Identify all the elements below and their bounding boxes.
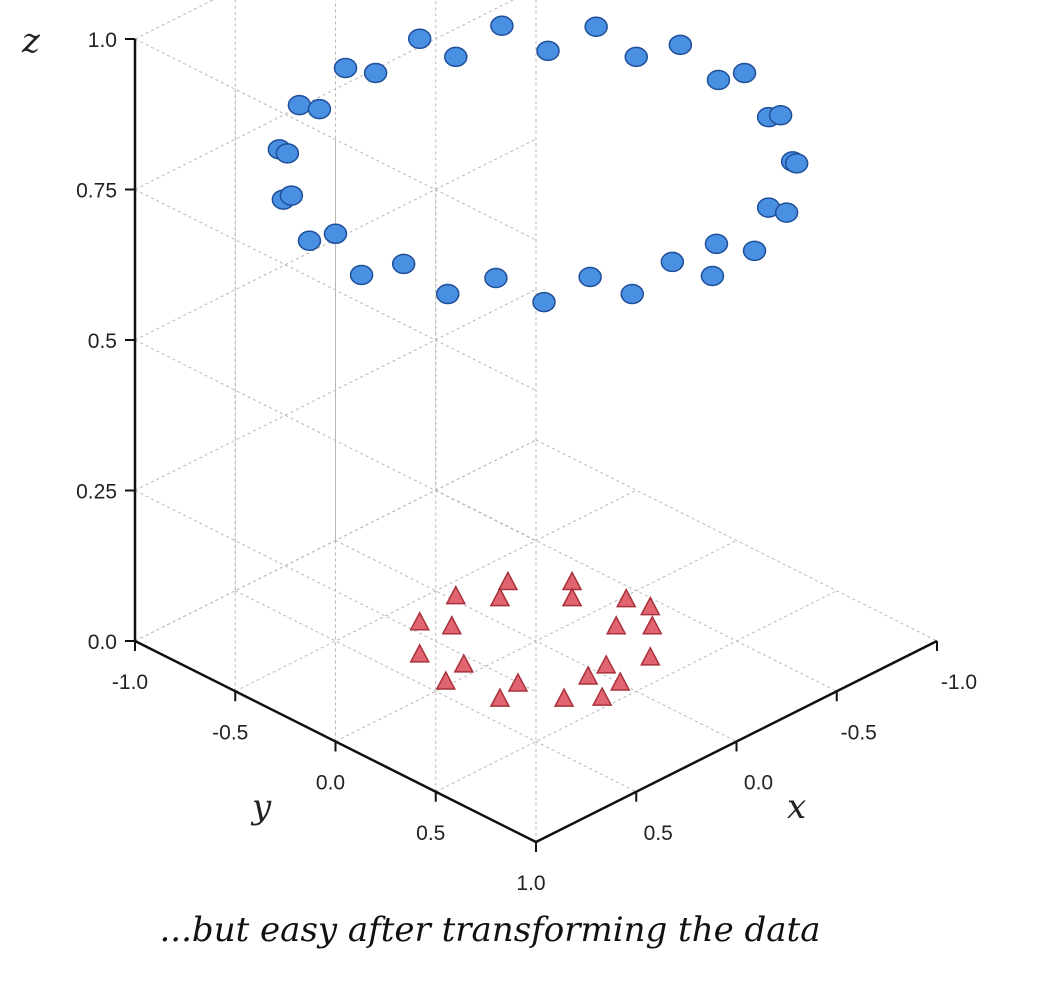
- wall-grid-line: [134, 289, 537, 491]
- x-tick-label: -1.0: [941, 671, 977, 694]
- circle-point: [660, 251, 685, 273]
- circle-point: [349, 264, 374, 286]
- floor-grid-line: [535, 439, 938, 642]
- floor-grid-line: [435, 590, 837, 793]
- triangle-point: [595, 654, 617, 674]
- circle-point: [768, 104, 793, 126]
- x-tick-label: 0.5: [644, 822, 673, 845]
- circle-point: [668, 34, 693, 56]
- circle-point: [297, 230, 322, 252]
- circle-point: [363, 62, 388, 84]
- circle-point: [323, 223, 348, 245]
- triangle-point: [640, 596, 661, 616]
- circle-point: [484, 267, 508, 289]
- wall-grid-line: [134, 38, 537, 241]
- circle-point: [624, 46, 648, 68]
- circle-point: [784, 153, 809, 174]
- circle-point: [333, 57, 358, 79]
- triangle-point: [507, 672, 529, 692]
- triangle-point: [441, 615, 463, 635]
- triangle-point: [642, 615, 663, 635]
- triangle-point: [497, 570, 519, 591]
- circle-point: [732, 62, 757, 84]
- x-tick-label: 0.0: [744, 772, 773, 795]
- scatter-3d-chart: 0.0 0.25 0.5 0.75 1.0 -1.0 -0.5 0.0 0.5 1.0 -1.0 -0…: [21, 0, 977, 895]
- triangle-point: [553, 687, 575, 707]
- z-tick-label: 0.5: [88, 330, 117, 353]
- circle-point: [275, 143, 300, 164]
- triangle-point: [489, 687, 511, 707]
- floor-grid-line: [235, 590, 637, 793]
- triangle-point: [435, 670, 457, 690]
- triangle-point: [577, 665, 599, 685]
- wall-grid-line: [134, 0, 214, 40]
- circle-point: [584, 16, 608, 37]
- circle-point: [407, 28, 432, 50]
- y-axis-label: y: [250, 787, 272, 827]
- circle-point: [578, 266, 602, 288]
- z-tick-label: 0.75: [76, 180, 117, 203]
- y-tick-label: -1.0: [112, 671, 148, 694]
- circle-point: [704, 233, 729, 255]
- y-tick-label: 1.0: [516, 872, 545, 895]
- wall-grid-line: [134, 0, 515, 190]
- y-tick-label: -0.5: [212, 721, 248, 744]
- y-tick-label: 0.5: [416, 822, 445, 845]
- z-axis-label: z: [21, 21, 41, 61]
- triangle-point: [609, 671, 631, 691]
- circle-point: [620, 283, 644, 305]
- wall-grid-line: [134, 490, 537, 692]
- circle-point: [307, 98, 332, 120]
- triangle-point: [445, 584, 467, 605]
- z-tick-label: 1.0: [88, 29, 117, 52]
- caption: ...but easy after transforming the data: [159, 910, 821, 950]
- triangle-point: [591, 686, 613, 706]
- triangle-point: [640, 646, 661, 666]
- circle-point: [279, 185, 304, 206]
- circle-point: [287, 94, 312, 116]
- circle-point: [444, 46, 468, 68]
- circle-point: [391, 253, 416, 275]
- triangle-point: [453, 653, 475, 673]
- axes: [125, 38, 938, 852]
- data-points: [267, 15, 809, 707]
- triangle-point: [561, 586, 583, 607]
- triangle-point: [409, 611, 430, 631]
- circle-point: [436, 283, 460, 305]
- grid-lines: [134, 0, 938, 843]
- circle-point: [706, 69, 731, 91]
- y-tick-label: 0.0: [316, 772, 345, 795]
- triangle-point: [561, 570, 583, 591]
- z-tick-label: 0.0: [88, 631, 117, 654]
- triangle-point: [489, 586, 511, 607]
- circle-point: [700, 265, 725, 287]
- circle-point: [536, 40, 560, 62]
- x-tick-label: -0.5: [841, 721, 877, 744]
- circle-point: [742, 240, 767, 262]
- x-axis-label: x: [787, 787, 806, 827]
- tick-labels: 0.0 0.25 0.5 0.75 1.0 -1.0 -0.5 0.0 0.5 1.0 -1.0 -0…: [76, 29, 977, 895]
- triangle-point: [605, 615, 627, 635]
- wall-grid-line: [134, 339, 537, 542]
- circle-point: [490, 15, 514, 36]
- circle-point: [774, 202, 799, 223]
- wall-grid-line: [134, 189, 537, 391]
- triangle-point: [615, 587, 637, 608]
- circle-point: [532, 291, 556, 313]
- z-tick-label: 0.25: [76, 481, 117, 504]
- triangle-point: [409, 643, 430, 663]
